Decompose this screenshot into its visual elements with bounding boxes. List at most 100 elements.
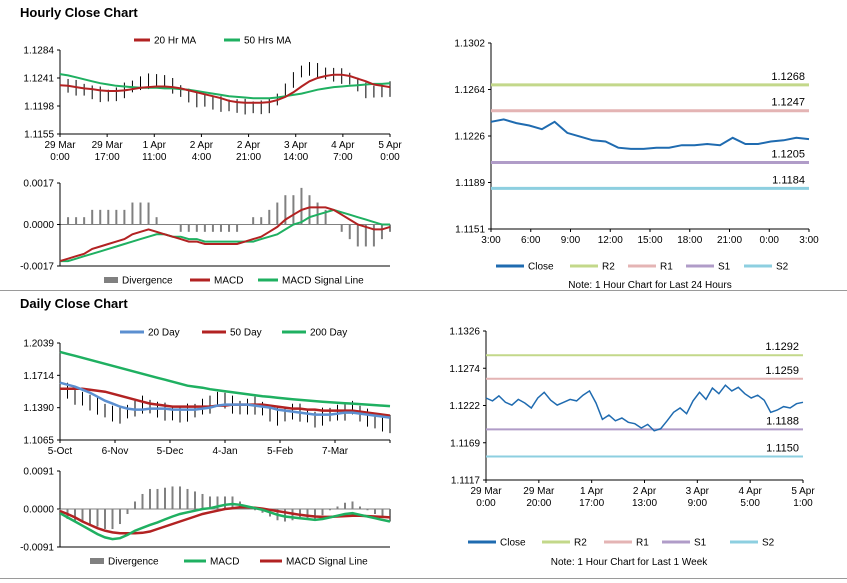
weekly-s2-level-label: 1.1150 xyxy=(766,442,799,454)
hourly-price-xtick-label: 2 Apr xyxy=(190,140,214,151)
hourly-price-xtick-label: 21:00 xyxy=(236,152,261,163)
legend-50hrs-ma-label: 50 Hrs MA xyxy=(244,36,292,47)
weekly-pivot-xtick-label: 20:00 xyxy=(526,498,551,509)
hourly-price-xtick-label: 29 Mar xyxy=(44,140,76,151)
daily-price-xtick-label: 7-Mar xyxy=(322,446,349,457)
weekly-pivot-ytick-label: 1.1274 xyxy=(449,364,480,375)
hourly-ma50-line xyxy=(59,73,391,100)
hourly-pivot-xtick-label: 9:00 xyxy=(561,235,581,246)
hourly-r1-level-label: 1.1247 xyxy=(771,97,805,109)
daily-price-ytick-label: 1.1065 xyxy=(23,436,54,447)
hourly-pivot-note: Note: 1 Hour Chart for Last 24 Hours xyxy=(568,280,731,291)
section-divider xyxy=(0,290,847,291)
hourly-price-ytick-label: 1.1284 xyxy=(23,46,54,57)
daily-price-ytick-label: 1.2039 xyxy=(23,339,54,350)
hourly-pivot-xtick-label: 12:00 xyxy=(598,235,623,246)
weekly-pivot-xtick-label: 3 Apr xyxy=(686,486,710,497)
hourly-pivot-ytick-label: 1.1151 xyxy=(455,225,485,236)
hourly-s1-level-label: 1.1205 xyxy=(771,148,805,160)
bottom-divider xyxy=(0,578,847,579)
daily-price-xtick-label: 6-Nov xyxy=(102,446,129,457)
legend-hourly-pivot-s2-label: S2 xyxy=(776,262,789,273)
hourly-s2-level-label: 1.1184 xyxy=(772,174,805,186)
hourly-r2-level-label: 1.1268 xyxy=(771,71,805,83)
legend-hourly-divergence-swatch xyxy=(104,277,118,283)
weekly-s1-level-label: 1.1188 xyxy=(766,415,799,427)
legend-weekly-pivot-s2-label: S2 xyxy=(762,538,775,549)
weekly-r1-level-label: 1.1259 xyxy=(765,365,799,377)
hourly-price-xtick-label: 0:00 xyxy=(50,152,70,163)
daily-price-xtick-label: 4-Jan xyxy=(212,446,237,457)
legend-hourly-pivot-r1-label: R1 xyxy=(660,262,673,273)
hourly-pivot-ytick-label: 1.1189 xyxy=(455,178,485,189)
hourly-price-ytick-label: 1.1198 xyxy=(24,102,54,113)
weekly-pivot-xtick-label: 29 Mar xyxy=(523,486,555,497)
weekly-pivot-ytick-label: 1.1169 xyxy=(450,438,480,449)
legend-daily-signal-label: MACD Signal Line xyxy=(286,557,368,568)
weekly-pivot-note: Note: 1 Hour Chart for Last 1 Week xyxy=(551,557,709,568)
weekly-r2-level-label: 1.1292 xyxy=(765,341,799,353)
weekly-pivot-xtick-label: 0:00 xyxy=(476,498,496,509)
weekly-pivot-xtick-label: 1:00 xyxy=(793,498,813,509)
hourly-macd-ytick-label: 0.0017 xyxy=(23,179,54,190)
hourly-price-xtick-label: 1 Apr xyxy=(143,140,167,151)
hourly-price-xtick-label: 4:00 xyxy=(192,152,212,163)
daily-macd-ytick-label: 0.0000 xyxy=(23,505,54,516)
daily-200day-line xyxy=(59,350,391,408)
legend-50day-label: 50 Day xyxy=(230,328,262,339)
hourly-price-xtick-label: 0:00 xyxy=(380,152,400,163)
hourly-macd-ytick-label: -0.0017 xyxy=(20,262,54,273)
daily-price-ytick-label: 1.1714 xyxy=(23,371,54,382)
legend-20day-label: 20 Day xyxy=(148,328,180,339)
daily-20day-line xyxy=(59,381,391,419)
hourly-pivot-xtick-label: 21:00 xyxy=(717,235,742,246)
legend-hourly-macd-label: MACD xyxy=(214,276,243,287)
hourly-price-xtick-label: 17:00 xyxy=(95,152,120,163)
daily-macd-ytick-label: -0.0091 xyxy=(20,543,54,554)
hourly-price-xtick-label: 7:00 xyxy=(333,152,353,163)
weekly-pivot-xtick-label: 5:00 xyxy=(740,498,760,509)
daily-price-xtick-label: 5-Dec xyxy=(157,446,184,457)
hourly-macd-signal-line xyxy=(60,208,390,263)
hourly-price-xtick-label: 4 Apr xyxy=(331,140,355,151)
hourly-price-xtick-label: 5 Apr xyxy=(378,140,402,151)
hourly-price-ytick-label: 1.1241 xyxy=(23,74,54,85)
hourly-pivot-xtick-label: 15:00 xyxy=(637,235,662,246)
daily-macd-ytick-label: 0.0091 xyxy=(23,467,54,478)
weekly-pivot-xtick-label: 2 Apr xyxy=(633,486,657,497)
daily-section-title: Daily Close Chart xyxy=(20,296,128,311)
weekly-pivot-xtick-label: 4 Apr xyxy=(738,486,762,497)
weekly-pivot-xtick-label: 1 Apr xyxy=(580,486,604,497)
daily-price-xtick-label: 5-Oct xyxy=(48,446,73,457)
hourly-pivot-xtick-label: 0:00 xyxy=(760,235,780,246)
weekly-pivot-xtick-label: 5 Apr xyxy=(791,486,815,497)
daily-price-xtick-label: 5-Feb xyxy=(267,446,294,457)
hourly-close-line xyxy=(490,118,810,150)
legend-weekly-pivot-r2-label: R2 xyxy=(574,538,587,549)
legend-hourly-signal-label: MACD Signal Line xyxy=(282,276,364,287)
hourly-section-title: Hourly Close Chart xyxy=(20,5,138,20)
weekly-close-line xyxy=(485,384,804,432)
hourly-pivot-xtick-label: 3:00 xyxy=(481,235,501,246)
legend-200day-label: 200 Day xyxy=(310,328,347,339)
weekly-pivot-xtick-label: 13:00 xyxy=(632,498,657,509)
hourly-pivot-ytick-label: 1.1226 xyxy=(454,132,485,143)
hourly-pivot-ytick-label: 1.1264 xyxy=(454,85,485,96)
hourly-pivot-xtick-label: 3:00 xyxy=(799,235,819,246)
hourly-pivot-xtick-label: 6:00 xyxy=(521,235,541,246)
hourly-price-xtick-label: 11:00 xyxy=(142,152,167,163)
legend-20hr-ma-label: 20 Hr MA xyxy=(154,36,197,47)
legend-hourly-pivot-s1-label: S1 xyxy=(718,262,731,273)
legend-weekly-pivot-r1-label: R1 xyxy=(636,538,649,549)
weekly-pivot-xtick-label: 29 Mar xyxy=(470,486,502,497)
hourly-macd-ytick-label: 0.0000 xyxy=(23,220,54,231)
daily-macd-line xyxy=(59,502,391,541)
legend-daily-macd-label: MACD xyxy=(210,557,239,568)
weekly-pivot-xtick-label: 9:00 xyxy=(688,498,708,509)
legend-daily-divergence-label: Divergence xyxy=(108,557,159,568)
hourly-price-xtick-label: 29 Mar xyxy=(92,140,124,151)
hourly-pivot-ytick-label: 1.1302 xyxy=(454,39,485,50)
legend-hourly-divergence-label: Divergence xyxy=(122,276,173,287)
legend-weekly-pivot-close-label: Close xyxy=(500,538,526,549)
